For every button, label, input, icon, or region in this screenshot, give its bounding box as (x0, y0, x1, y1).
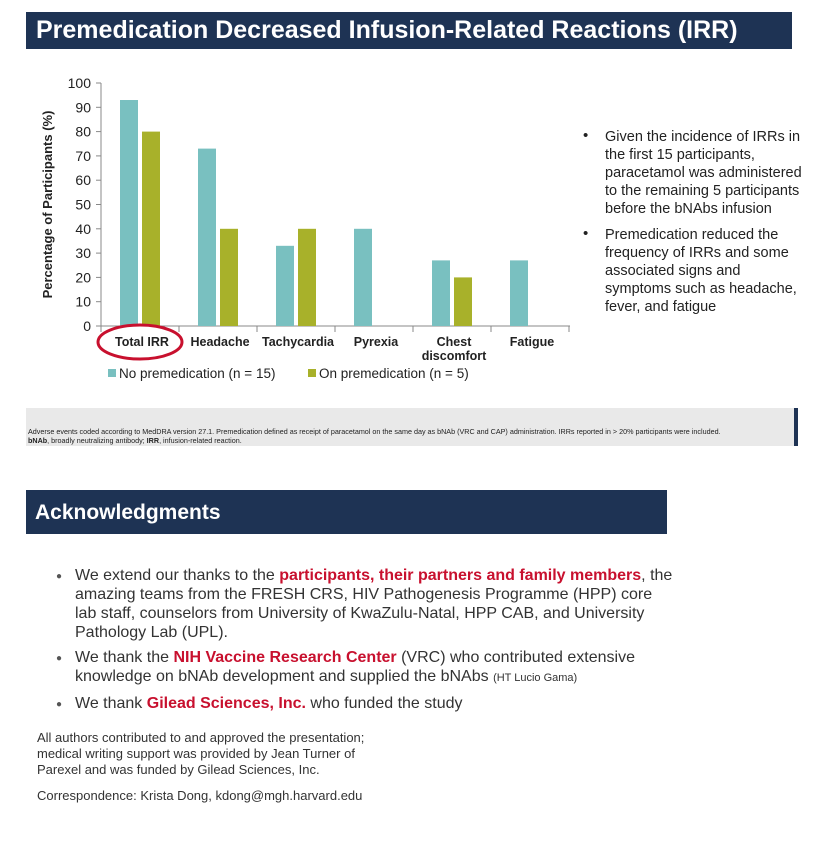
bar (276, 245, 294, 326)
ack-highlight: Gilead Sciences, Inc. (146, 695, 306, 712)
bar (198, 148, 216, 326)
x-tick-label: discomfort (422, 349, 487, 363)
bullet-item: Premedication reduced the frequency of I… (583, 225, 808, 316)
legend-swatch (308, 369, 316, 377)
abbr-def: , infusion-related reaction. (159, 435, 242, 445)
y-tick-label: 0 (83, 318, 91, 334)
y-tick-label: 70 (75, 148, 91, 164)
legend-label: On premedication (n = 5) (319, 366, 469, 381)
authors-line: medical writing support was provided by … (37, 746, 355, 761)
x-tick-label: Total IRR (115, 335, 169, 349)
ack-item: We thank Gilead Sciences, Inc. who funde… (56, 694, 676, 714)
x-tick-label: Fatigue (510, 335, 554, 349)
x-tick-label: Headache (190, 335, 249, 349)
correspondence: Correspondence: Krista Dong, kdong@mgh.h… (37, 788, 363, 803)
ack-text: , the amazing teams from the FRESH CRS, … (75, 567, 673, 641)
y-axis-label: Percentage of Participants (%) (40, 111, 55, 299)
bullet-item: Given the incidence of IRRs in the first… (583, 127, 808, 218)
ack-small-note: (HT Lucio Gama) (493, 672, 578, 684)
y-tick-label: 20 (75, 269, 91, 285)
abbr-term: bNAb (28, 435, 48, 445)
y-tick-label: 40 (75, 221, 91, 237)
bar (120, 100, 138, 326)
y-tick-label: 30 (75, 245, 91, 261)
footnote: Adverse events coded according to MedDRA… (26, 408, 798, 446)
bar (432, 260, 450, 326)
acknowledgments-heading: Acknowledgments (26, 490, 667, 534)
x-tick-label: Tachycardia (262, 335, 335, 349)
y-tick-label: 60 (75, 172, 91, 188)
y-tick-label: 10 (75, 294, 91, 310)
legend-label: No premedication (n = 15) (119, 366, 275, 381)
bar-chart: 0 10 20 30 40 50 60 70 80 90 100 Percentage of Part… (40, 75, 570, 381)
bar (510, 260, 528, 326)
y-tick-label: 50 (75, 197, 91, 213)
y-tick-label: 80 (75, 124, 91, 140)
abbr-term: IRR (146, 435, 160, 445)
ack-text: who funded the study (305, 695, 463, 712)
x-tick-label: Chest (437, 335, 473, 349)
page-title: Premedication Decreased Infusion-Related… (26, 12, 792, 49)
y-tick-label: 90 (75, 99, 91, 115)
ack-item: We extend our thanks to the participants… (56, 566, 676, 642)
bar (142, 131, 160, 326)
highlight-ellipse (96, 323, 184, 361)
bar (298, 228, 316, 326)
ack-highlight: participants, their partners and family … (279, 567, 642, 584)
abbr-def: , broadly neutralizing antibody; (47, 435, 147, 445)
authors-line: All authors contributed to and approved … (37, 730, 365, 745)
ack-text: (VRC) who contributed extensive knowledg… (75, 649, 635, 685)
bar (354, 228, 372, 326)
authors-statement: All authors contributed to and approved … (37, 730, 364, 778)
bar (220, 228, 238, 326)
legend-swatch (108, 369, 116, 377)
ack-item: We thank the NIH Vaccine Research Center… (56, 648, 676, 688)
bar (454, 277, 472, 326)
ack-text: We thank the (75, 649, 174, 666)
authors-line: Parexel and was funded by Gilead Science… (37, 762, 320, 777)
footnote-line: Adverse events coded according to MedDRA… (28, 427, 721, 436)
ack-text: We thank (75, 695, 147, 712)
x-tick-label: Pyrexia (354, 335, 400, 349)
chart-bullets: Given the incidence of IRRs in the first… (583, 127, 808, 324)
ack-highlight: NIH Vaccine Research Center (173, 649, 397, 666)
footnote-abbreviations: bNAb, broadly neutralizing antibody; IRR… (28, 435, 794, 446)
y-tick-label: 100 (68, 75, 92, 91)
acknowledgments-list: We extend our thanks to the participants… (56, 566, 676, 719)
ack-text: We extend our thanks to the (75, 567, 280, 584)
